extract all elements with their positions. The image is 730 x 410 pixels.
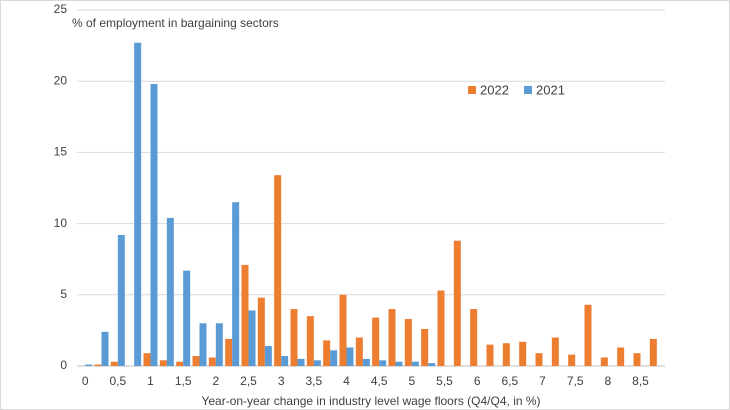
y-tick-label: 20 (54, 73, 68, 87)
y-tick-label: 15 (54, 145, 68, 159)
bar (404, 319, 412, 366)
x-tick-label: 4,5 (371, 374, 388, 388)
bar (355, 337, 363, 366)
x-tick-label: 6 (474, 374, 481, 388)
y-axis-label: % of employment in bargaining sectors (72, 16, 279, 30)
bar (166, 217, 174, 366)
bar (362, 358, 370, 366)
legend-label: 2022 (480, 82, 509, 97)
bar (134, 42, 142, 366)
bar (232, 202, 240, 366)
bar (453, 240, 461, 366)
x-tick-label: 2 (212, 374, 219, 388)
x-tick-label: 3 (278, 374, 285, 388)
bar (94, 364, 102, 366)
bar (257, 297, 265, 366)
bar (101, 331, 109, 366)
bar (519, 341, 527, 366)
bar (225, 338, 233, 366)
y-tick-label: 0 (60, 358, 67, 372)
bar (176, 361, 184, 366)
bar (584, 304, 592, 366)
bar (649, 338, 657, 366)
bar (600, 357, 608, 366)
bar (215, 323, 223, 366)
bar (110, 361, 118, 366)
bar (388, 309, 396, 366)
x-tick-label: 4 (343, 374, 350, 388)
bar (117, 234, 125, 366)
bar (411, 361, 419, 366)
bar (264, 346, 272, 366)
bar (281, 356, 289, 366)
bar (313, 360, 321, 366)
bar (159, 360, 167, 366)
x-tick-label: 7 (539, 374, 546, 388)
bar (568, 354, 576, 366)
x-tick-label: 6,5 (501, 374, 518, 388)
bar (551, 337, 559, 366)
y-tick-label: 5 (60, 287, 67, 301)
bar (428, 363, 436, 366)
bar (617, 347, 625, 366)
x-tick-label: 1,5 (175, 374, 192, 388)
x-tick-label: 1 (147, 374, 154, 388)
bar (486, 344, 494, 366)
bar (199, 323, 207, 366)
x-tick-label: 0,5 (109, 374, 126, 388)
x-tick-label: 7,5 (567, 374, 584, 388)
bar (421, 328, 429, 366)
bar (395, 361, 403, 366)
legend-label: 2021 (536, 82, 565, 97)
bar (192, 356, 200, 366)
x-tick-label: 8 (604, 374, 611, 388)
bar (379, 360, 387, 366)
x-tick-label: 2,5 (240, 374, 257, 388)
bar (535, 353, 543, 366)
y-tick-label: 10 (54, 216, 68, 230)
bar (85, 364, 93, 366)
bar (323, 340, 331, 366)
bar (502, 343, 510, 366)
bar (248, 310, 256, 366)
bar (150, 84, 158, 366)
x-tick-label: 0 (82, 374, 89, 388)
bar (346, 347, 354, 366)
x-axis-label: Year-on-year change in industry level wa… (201, 394, 540, 408)
bar (330, 350, 338, 366)
y-tick-label: 25 (54, 2, 68, 16)
x-tick-label: 5 (408, 374, 415, 388)
bar (339, 294, 347, 366)
bar (143, 353, 151, 366)
bar (274, 175, 282, 366)
bar (470, 309, 478, 366)
bar (633, 353, 641, 366)
bar (241, 264, 249, 366)
x-tick-label: 5,5 (436, 374, 453, 388)
bar (183, 270, 191, 366)
bar (437, 290, 445, 366)
bar (306, 316, 314, 366)
bar (297, 358, 305, 366)
bar (372, 317, 380, 366)
legend-swatch (468, 86, 476, 94)
bar (290, 309, 298, 366)
bar (208, 357, 216, 366)
x-tick-label: 8,5 (632, 374, 649, 388)
x-tick-label: 3,5 (305, 374, 322, 388)
legend-swatch (524, 86, 532, 94)
